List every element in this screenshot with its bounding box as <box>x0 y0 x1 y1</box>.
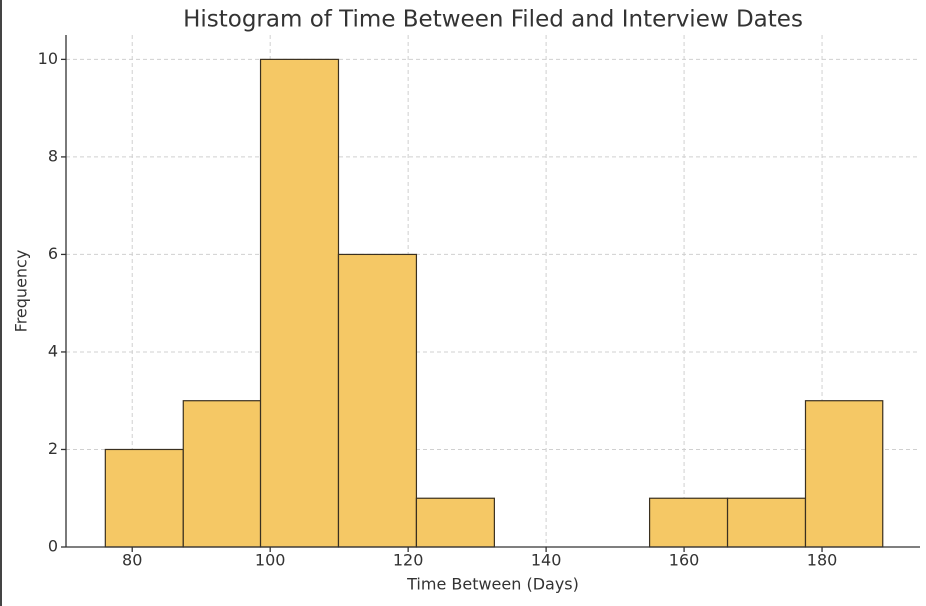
bar <box>648 497 729 548</box>
chart-title: Histogram of Time Between Filed and Inte… <box>183 7 803 33</box>
x-tick-label: 100 <box>255 551 286 570</box>
y-tick-label: 10 <box>38 49 58 68</box>
bar <box>726 497 807 548</box>
y-tick-label: 2 <box>48 439 58 458</box>
bar <box>337 253 418 548</box>
y-tick-label: 0 <box>48 537 58 556</box>
bar <box>104 448 184 548</box>
x-tick-label: 120 <box>393 551 424 570</box>
x-tick-label: 140 <box>531 551 562 570</box>
x-axis-label: Time Between (Days) <box>406 575 579 594</box>
y-tick-label: 6 <box>48 244 58 263</box>
x-tick-label: 180 <box>807 551 838 570</box>
bar <box>415 497 495 548</box>
x-tick-label: 160 <box>669 551 700 570</box>
window-edge <box>0 0 2 606</box>
bar <box>259 58 340 548</box>
axes: 80 100 120 140 160 180 0 2 4 6 8 10 <box>38 35 920 570</box>
y-axis-label: Frequency <box>12 250 31 333</box>
bar <box>804 400 884 548</box>
x-tick-label: 80 <box>122 551 142 570</box>
bar <box>182 400 262 548</box>
y-tick-label: 4 <box>48 341 58 360</box>
bars <box>104 58 884 548</box>
y-tick-label: 8 <box>48 146 58 165</box>
